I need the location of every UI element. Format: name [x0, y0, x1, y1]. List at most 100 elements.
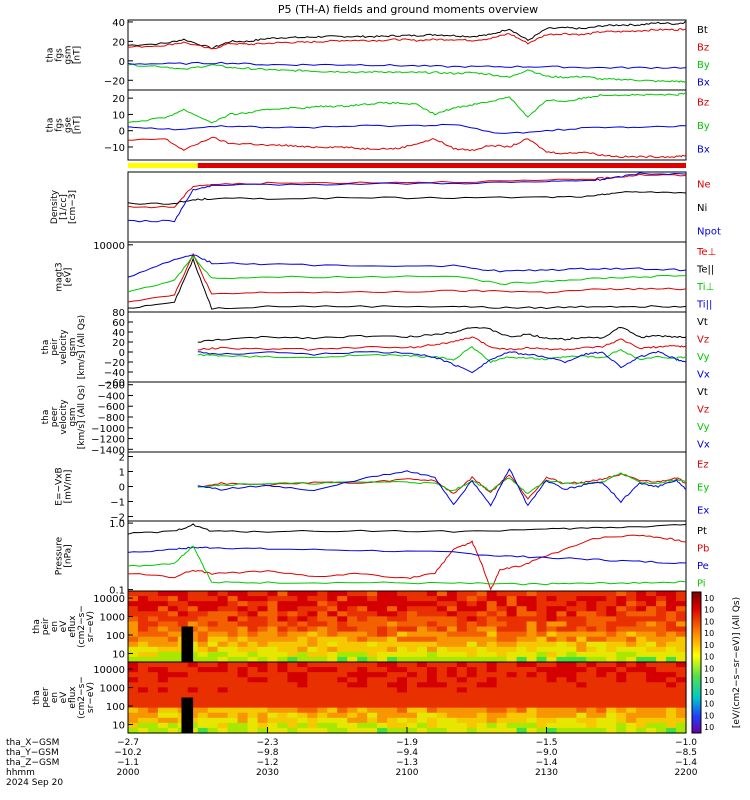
heatmap-cell [536, 722, 548, 729]
heatmap-cell [426, 662, 438, 668]
heatmap-cell [317, 692, 328, 699]
heatmap-cell [636, 616, 647, 623]
heatmap-cell [197, 616, 209, 623]
heatmap-cell [626, 707, 637, 714]
heatmap-cell [257, 662, 269, 668]
heatmap-cell [277, 656, 289, 663]
y-axis-label: tha peir en eV eflux (cm2−s− sr−eV) [32, 605, 96, 648]
heatmap-cell [516, 712, 528, 719]
heatmap-cell [357, 611, 368, 617]
heatmap-cell [307, 626, 318, 633]
heatmap-cell [137, 641, 149, 648]
heatmap-cell [307, 707, 318, 714]
heatmap-cell [157, 621, 169, 628]
heatmap-cell [297, 596, 308, 602]
heatmap-cell [267, 707, 279, 714]
heatmap-cell [556, 651, 568, 658]
heatmap-cell [407, 702, 418, 709]
heatmap-cell [297, 677, 308, 683]
heatmap-cell [486, 651, 498, 658]
heatmap-cell [177, 616, 189, 623]
heatmap-cell [177, 611, 189, 617]
heatmap-cell [636, 697, 647, 704]
heatmap-cell [476, 601, 488, 607]
heatmap-cell [466, 616, 478, 623]
heatmap-cell [307, 651, 318, 658]
x-row-label: hhmm [6, 768, 35, 778]
heatmap-cell [317, 687, 328, 694]
heatmap-cell [556, 702, 568, 709]
heatmap-cell [586, 692, 597, 699]
heatmap-cell [606, 646, 617, 653]
heatmap-cell [197, 651, 209, 658]
heatmap-cell [526, 651, 538, 658]
heatmap-cell [616, 596, 627, 602]
y-tick-label: 1.0 [109, 519, 125, 530]
heatmap-cell [526, 677, 538, 683]
heatmap-cell [317, 656, 328, 663]
y-axis-label-line: [nT] [73, 116, 83, 134]
legend-entry: Ex [697, 506, 709, 517]
heatmap-cell [526, 591, 538, 597]
heatmap-cell [387, 682, 398, 688]
heatmap-cell [506, 712, 518, 719]
heatmap-cell [157, 611, 169, 617]
heatmap-cell [297, 641, 308, 648]
y-tick-label: 10000 [93, 241, 125, 252]
heatmap-cell [157, 687, 169, 694]
heatmap-cell [317, 662, 328, 668]
heatmap-cell [277, 667, 289, 673]
heatmap-cell [147, 667, 159, 673]
heatmap-cell [566, 677, 577, 683]
heatmap-cell [526, 707, 538, 714]
heatmap-cell [247, 727, 259, 734]
heatmap-cell [257, 667, 269, 673]
heatmap-cell [626, 697, 637, 704]
heatmap-cell [247, 707, 259, 714]
heatmap-cell [446, 641, 458, 648]
heatmap-cell [476, 682, 488, 688]
heatmap-cell [217, 656, 229, 663]
heatmap-cell [426, 667, 438, 673]
heatmap-cell [387, 646, 398, 653]
heatmap-cell [157, 596, 169, 602]
heatmap-cell [446, 692, 458, 699]
heatmap-cell [227, 677, 239, 683]
heatmap-cell [546, 692, 558, 699]
heatmap-cell [586, 712, 597, 719]
heatmap-cell [267, 641, 279, 648]
heatmap-cell [666, 636, 677, 643]
heatmap-cell [566, 727, 577, 734]
legend-entry: Vt [697, 317, 708, 328]
heatmap-cell [347, 626, 358, 633]
colorbar-tick-label: 10 [704, 594, 714, 603]
heatmap-cell [337, 692, 348, 699]
heatmap-cell [496, 611, 508, 617]
x-row-value: −1.5 [536, 738, 558, 748]
heatmap-cell [247, 606, 259, 612]
legend-entry: Bt [697, 25, 708, 36]
heatmap-cell [247, 692, 259, 699]
heatmap-cell [556, 626, 568, 633]
heatmap-cell [606, 641, 617, 648]
heatmap-cell [147, 662, 159, 668]
heatmap-cell [197, 606, 209, 612]
y-axis-label-line: gsm [68, 407, 78, 426]
heatmap-cell [476, 687, 488, 694]
legend-entry: Pi [697, 578, 706, 589]
heatmap-cell [267, 692, 279, 699]
heatmap-cell [646, 687, 657, 694]
heatmap-cell [387, 667, 398, 673]
heatmap-cell [526, 656, 538, 663]
heatmap-cell [676, 601, 687, 607]
heatmap-cell [167, 707, 179, 714]
heatmap-cell [676, 611, 687, 617]
y-tick-label: 0 [119, 483, 125, 494]
heatmap-cell [576, 712, 587, 719]
heatmap-cell [287, 621, 298, 628]
heatmap-cell [556, 667, 568, 673]
heatmap-cell [157, 641, 169, 648]
y-axis-label-line: Density [50, 189, 60, 224]
